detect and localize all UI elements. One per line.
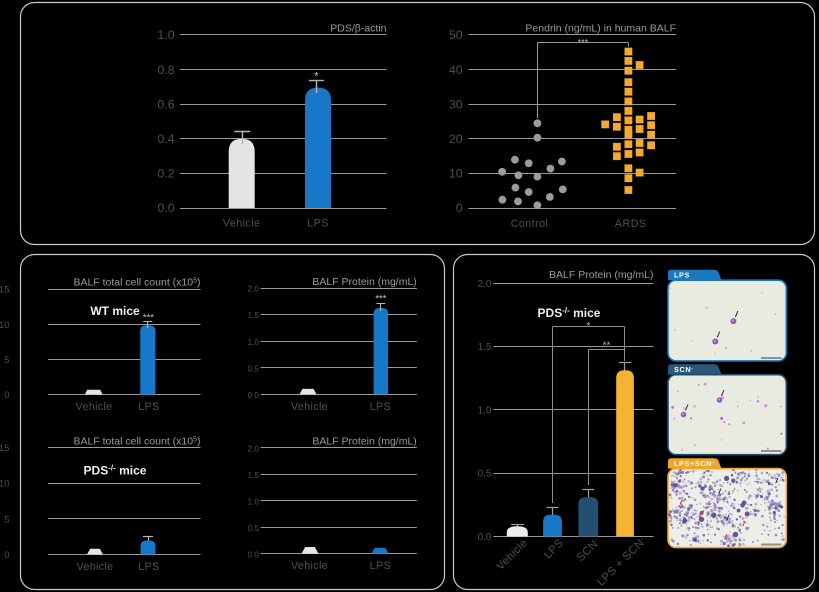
svg-text:***: *** (375, 294, 386, 305)
svg-text:LPS: LPS (138, 401, 159, 413)
svg-text:1.0: 1.0 (158, 28, 175, 42)
svg-text:LPS: LPS (370, 560, 391, 572)
svg-text:0: 0 (456, 201, 463, 215)
svg-text:*: * (314, 71, 319, 83)
svg-text:0.5: 0.5 (248, 524, 260, 533)
svg-text:***: *** (578, 38, 589, 48)
svg-text:BALF Protein (mg/mL): BALF Protein (mg/mL) (312, 436, 416, 448)
svg-text:0.0: 0.0 (478, 532, 492, 543)
svg-text:50: 50 (449, 28, 463, 42)
svg-text:BALF total cell count (x105): BALF total cell count (x105) (73, 436, 200, 448)
svg-text:0: 0 (4, 550, 9, 561)
svg-text:Vehicle: Vehicle (291, 560, 328, 572)
svg-text:0.6: 0.6 (158, 97, 175, 111)
svg-text:BALF total cell count (x105): BALF total cell count (x105) (73, 277, 200, 289)
svg-text:LPS: LPS (674, 271, 690, 280)
svg-text:1.0: 1.0 (248, 338, 260, 347)
svg-text:Vehicle: Vehicle (291, 401, 328, 413)
svg-text:0: 0 (4, 390, 9, 401)
svg-text:Control: Control (511, 218, 549, 230)
svg-text:PDS-/- mice: PDS-/- mice (84, 464, 147, 478)
svg-text:PDS-/- mice: PDS-/- mice (538, 306, 601, 320)
svg-text:LPS: LPS (138, 561, 159, 573)
svg-text:*: * (587, 321, 591, 332)
svg-text:Vehicle: Vehicle (76, 401, 113, 413)
svg-text:2.0: 2.0 (248, 285, 260, 294)
svg-text:2.0: 2.0 (478, 279, 492, 290)
svg-text:1.5: 1.5 (248, 471, 260, 480)
svg-text:**: ** (603, 341, 611, 352)
svg-text:15: 15 (0, 443, 10, 454)
svg-text:0.2: 0.2 (158, 167, 175, 181)
svg-text:LPS: LPS (370, 401, 391, 413)
svg-text:1.0: 1.0 (248, 497, 260, 506)
svg-text:5: 5 (4, 514, 9, 525)
svg-text:0.0: 0.0 (248, 550, 260, 559)
svg-text:PDS/β-actin: PDS/β-actin (330, 23, 386, 35)
svg-text:0.0: 0.0 (158, 201, 175, 215)
svg-text:0.5: 0.5 (478, 469, 492, 480)
svg-text:1.5: 1.5 (248, 311, 260, 320)
svg-text:***: *** (143, 313, 154, 324)
svg-text:10: 10 (449, 167, 463, 181)
svg-text:Vehicle: Vehicle (77, 561, 114, 573)
svg-text:10: 10 (0, 479, 10, 490)
svg-text:5: 5 (4, 355, 9, 366)
svg-text:1.5: 1.5 (478, 342, 492, 353)
svg-text:1.0: 1.0 (478, 405, 492, 416)
svg-text:15: 15 (0, 285, 10, 296)
svg-text:20: 20 (449, 132, 463, 146)
svg-text:Pendrin (ng/mL) in human BALF: Pendrin (ng/mL) in human BALF (525, 23, 676, 35)
svg-text:WT mice: WT mice (90, 304, 140, 318)
svg-text:BALF Protein (mg/mL): BALF Protein (mg/mL) (312, 276, 416, 288)
svg-text:40: 40 (449, 63, 463, 77)
svg-text:LPS: LPS (307, 218, 329, 230)
svg-text:30: 30 (449, 97, 463, 111)
svg-text:0.0: 0.0 (248, 391, 260, 400)
svg-text:Vehicle: Vehicle (223, 218, 261, 230)
svg-text:2.0: 2.0 (248, 444, 260, 453)
svg-text:0.8: 0.8 (158, 63, 175, 77)
svg-text:0.5: 0.5 (248, 364, 260, 373)
svg-text:SCN-: SCN- (674, 365, 693, 374)
svg-text:ARDS: ARDS (615, 218, 647, 230)
svg-text:0.4: 0.4 (158, 132, 175, 146)
svg-text:LPS+SCN-: LPS+SCN- (674, 459, 714, 468)
svg-text:BALF Protein (mg/mL): BALF Protein (mg/mL) (549, 269, 653, 281)
svg-text:10: 10 (0, 320, 10, 331)
